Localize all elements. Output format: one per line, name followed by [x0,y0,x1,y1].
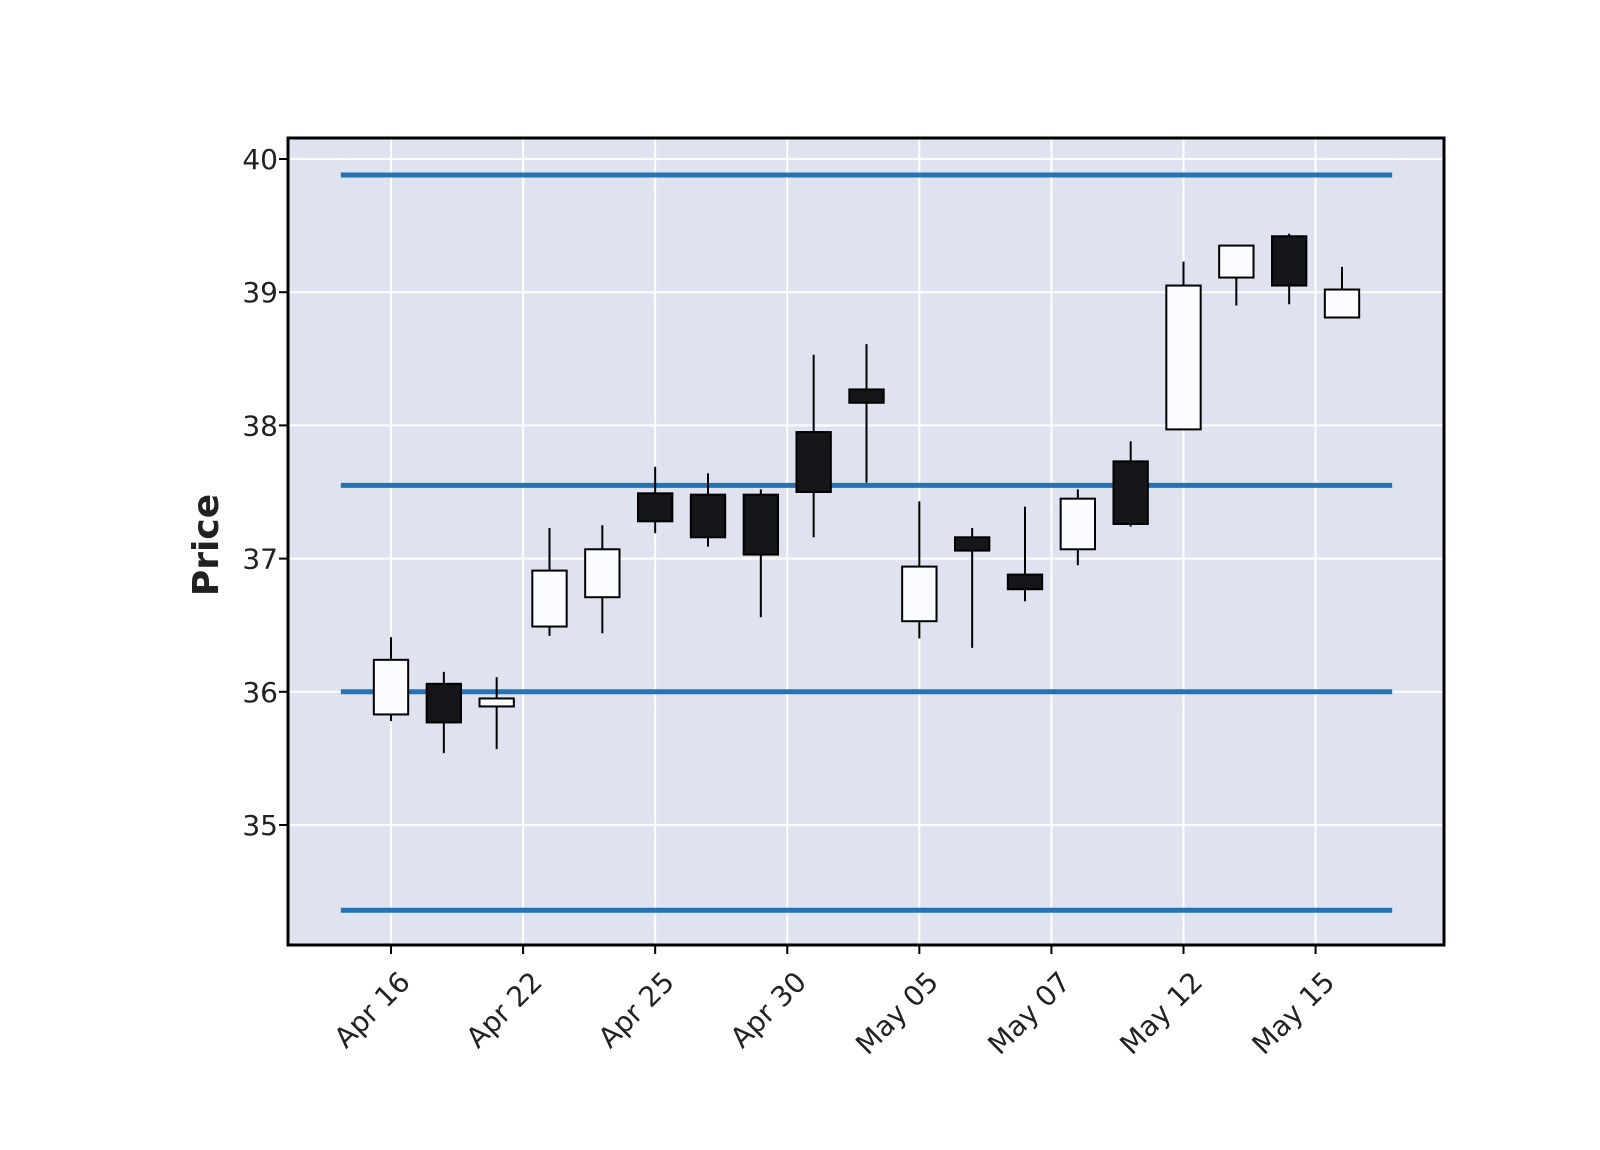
candle-14 [1112,441,1149,527]
candle-body-7 [742,493,780,556]
y-axis-ticks: 35 36 37 38 39 40 [242,143,288,842]
plot-frame [286,136,1446,947]
x-tick-label-4: May 05 [849,965,945,1061]
candle-4 [584,525,621,634]
candle-body-4 [584,548,621,599]
candle-3 [531,527,568,636]
x-tick-label-0: Apr 16 [328,965,417,1054]
candle-body-3 [531,569,568,628]
candle-9 [848,344,885,483]
x-tick-label-1: Apr 22 [460,965,549,1054]
y-tick-label-1: 36 [242,676,278,709]
candle-0 [372,637,410,722]
x-axis-ticks: Apr 16 Apr 22 Apr 25 Apr 30 May 05 May 07 May … [328,945,1341,1061]
candle-body-2 [478,697,515,708]
x-tick-label-3: Apr 30 [724,965,813,1054]
plot-background [288,138,1444,945]
x-tick-label-2: Apr 25 [592,965,681,1054]
candle-12 [1006,506,1044,602]
candle-body-1 [425,682,463,724]
candle-6 [689,473,727,547]
candle-body-17 [1270,235,1308,287]
candle-body-10 [901,565,938,623]
candle-body-14 [1112,460,1149,525]
candle-body-0 [372,658,410,716]
y-tick-label-2: 37 [242,543,278,576]
x-tick-label-5: May 07 [981,965,1077,1061]
candle-2 [478,677,515,750]
candle-1 [425,671,463,754]
candle-body-13 [1059,497,1097,551]
y-axis-label: Price [186,494,227,596]
candle-5 [636,466,674,534]
candle-body-6 [689,493,727,539]
candle-16 [1218,244,1255,306]
candle-body-5 [636,492,674,523]
x-tick-label-7: May 15 [1245,965,1341,1061]
candle-body-18 [1323,288,1361,319]
horizontal-lines [340,172,1393,913]
candle-body-16 [1218,244,1255,279]
candle-8 [795,354,832,538]
candle-13 [1059,489,1097,566]
candle-body-8 [795,431,832,493]
y-tick-label-4: 39 [242,276,278,309]
candle-11 [953,527,991,648]
grid-lines [288,138,1444,945]
candle-18 [1323,266,1361,319]
candle-body-11 [953,536,991,552]
y-tick-label-0: 35 [242,809,278,842]
x-tick-label-6: May 12 [1113,965,1209,1061]
candle-body-12 [1006,573,1044,591]
candle-body-15 [1165,284,1202,431]
y-tick-label-5: 40 [242,143,278,176]
y-tick-label-3: 38 [242,409,278,442]
candle-15 [1165,261,1202,431]
candle-17 [1270,233,1308,305]
candle-10 [901,501,938,639]
candle-7 [742,489,780,618]
candles [372,233,1361,754]
candle-body-9 [848,388,885,404]
